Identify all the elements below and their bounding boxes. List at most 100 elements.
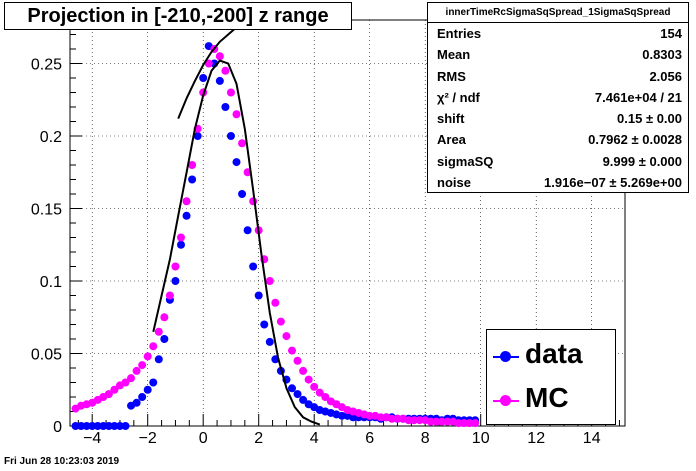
stats-row-rms: RMS 2.056 [437,68,682,84]
data-point-35 [265,337,274,346]
mc-point-19 [177,233,185,242]
mc-point-41 [299,366,308,375]
mc-point-42 [304,375,313,384]
data-point-0 [71,422,80,430]
mc-point-10 [127,374,136,383]
stats-box-name: innerTimeRcSigmaSqSpread_1SigmaSqSpread [428,3,688,23]
mc-point-53 [365,411,374,420]
mc-point-28 [226,88,235,97]
legend-entry-data: data [487,336,615,376]
data-point-32 [249,262,258,271]
data-point-9 [121,422,130,430]
data-point-33 [254,291,263,300]
data-point-31 [243,226,252,235]
data-point-4 [93,422,102,430]
data-point-23 [199,74,208,82]
stats-row-shift: shift 0.15 ± 0.00 [437,111,682,127]
y-tick-label-0: 0.05 [31,347,62,364]
mc-point-29 [232,110,241,119]
y-tick-label-zero: 0 [53,419,62,436]
legend: data MC [486,329,616,425]
data-point-39 [288,384,296,393]
mc-point-15 [154,327,163,336]
mc-point-72 [471,419,480,428]
data-point-20 [182,211,191,220]
y-tick-label-3: 0.2 [40,129,62,146]
x-tick-label-7: 10 [472,430,490,447]
mc-point-21 [188,161,197,169]
data-point-3 [88,422,97,430]
mc-point-71 [465,419,474,428]
data-point-22 [193,132,202,140]
data-point-14 [149,378,158,387]
data-point-11 [132,398,141,407]
mc-point-16 [160,313,169,322]
data-point-7 [110,422,119,430]
mc-point-11 [132,366,141,375]
y-tick-label-1: 0.1 [40,274,62,291]
y-tick-label-2: 0.15 [31,202,62,219]
fit-curve [152,59,321,426]
mc-point-36 [271,298,280,307]
data-point-18 [171,277,180,285]
x-tick-label-3: 2 [254,430,263,447]
mc-point-18 [171,262,180,271]
mc-point-17 [165,291,174,300]
stats-row-noise: noise 1.916e−07 ± 5.269e+00 [437,175,682,191]
mc-point-67 [443,417,452,426]
mc-point-12 [138,361,147,370]
stats-row-area: Area 0.7962 ± 0.0028 [437,132,682,148]
data-point-2 [82,422,91,430]
mc-point-57 [387,414,396,423]
data-point-48 [337,411,346,420]
mc-point-24 [204,59,213,68]
mc-point-20 [182,197,191,206]
mc-point-61 [410,416,419,425]
mc-point-70 [460,419,469,428]
x-tick-label-9: 14 [583,430,601,447]
stats-row-entries: Entries 154 [437,26,682,41]
mc-point-27 [221,66,230,75]
chart-title: Projection in [-210,-200] z range [4,2,352,30]
legend-entry-mc: MC [487,380,615,420]
data-point-16 [160,335,169,343]
data-point-12 [138,393,147,401]
x-tick-label-2: 0 [199,430,208,447]
mc-point-14 [149,342,158,351]
y-tick-label-4: 0.25 [31,57,62,74]
x-tick-label-0: −4 [83,430,101,447]
mc-point-38 [282,332,291,341]
x-tick-label-6: 8 [421,430,430,447]
data-point-1 [77,422,86,430]
data-point-30 [238,190,247,198]
mc-point-6 [104,390,113,399]
x-tick-label-8: 12 [527,430,545,447]
mc-point-64 [426,417,435,426]
data-point-13 [143,385,152,394]
timestamp: Fri Jun 28 10:23:03 2019 [4,456,120,467]
stats-row-chi2: χ² / ndf 7.461e+04 / 21 [437,89,682,105]
data-point-15 [154,355,163,364]
mc-point-66 [437,417,446,426]
legend-marker-data [500,351,511,362]
data-point-27 [221,103,230,111]
data-point-40 [293,390,302,399]
mc-point-13 [143,352,152,361]
mc-point-26 [215,52,224,61]
mc-point-39 [288,346,296,355]
stats-box: innerTimeRcSigmaSqSpread_1SigmaSqSpread … [427,2,689,193]
data-point-21 [188,175,197,184]
x-tick-label-5: 6 [365,430,374,447]
data-point-34 [260,320,269,329]
x-tick-label-1: −2 [139,430,157,447]
mc-point-7 [110,385,119,394]
mc-point-44 [315,388,324,397]
data-point-6 [104,422,113,430]
mc-point-55 [376,413,385,422]
mc-point-43 [310,382,319,391]
mc-point-9 [121,378,130,387]
data-point-8 [115,422,124,430]
mc-point-30 [238,139,247,148]
data-point-28 [226,132,235,140]
data-point-5 [99,422,108,430]
